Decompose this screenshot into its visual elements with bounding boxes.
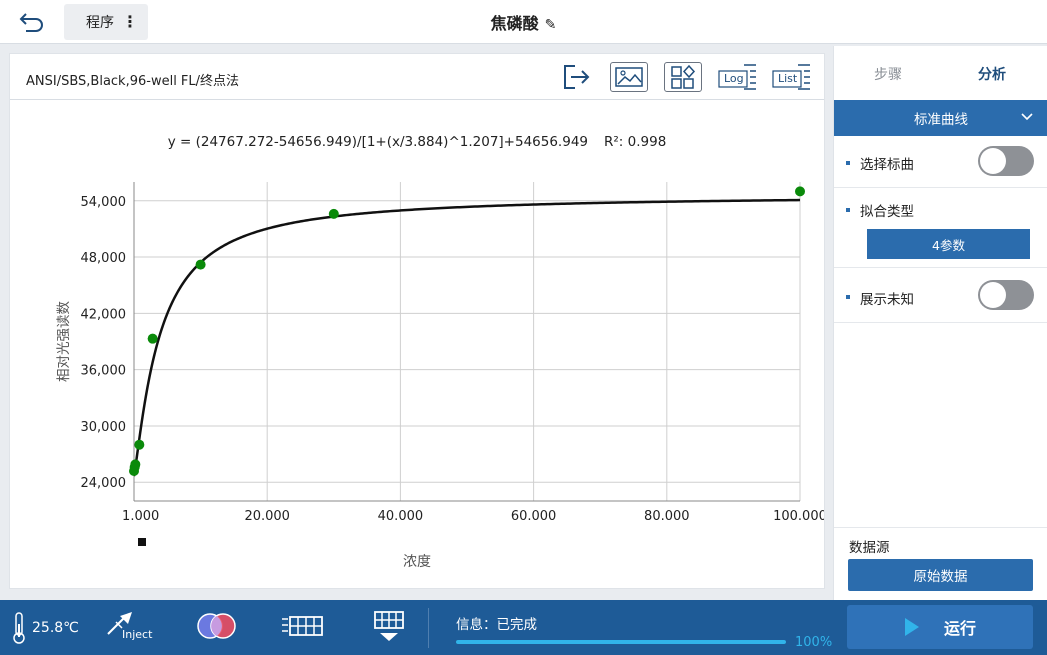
export-button[interactable]	[558, 62, 594, 92]
x-tick-label: 100.000	[773, 509, 824, 524]
progress-bar	[456, 640, 786, 644]
y-tick-label: 36,000	[81, 364, 127, 379]
x-tick-label: 20.000	[244, 509, 290, 524]
fit-type-label: 拟合类型	[860, 204, 914, 220]
standard-curve-chart: 1.000 20.000 40.000 60.000 80.000 100.000 24,0…	[56, 182, 824, 570]
analysis-type-dropdown[interactable]: 标准曲线	[834, 100, 1047, 136]
toggle-knob	[980, 148, 1006, 174]
temperature-display: 25.8℃	[12, 612, 79, 644]
undo-arrow-icon	[19, 13, 43, 32]
progress-fill	[456, 640, 786, 644]
plate-info: ANSI/SBS,Black,96-well FL/终点法	[26, 74, 240, 89]
y-tick-label: 54,000	[81, 195, 127, 210]
list-view-button[interactable]: List	[770, 62, 812, 92]
chart-card: ANSI/SBS,Black,96-well FL/终点法	[9, 53, 825, 589]
data-point	[130, 459, 141, 470]
image-icon	[615, 67, 643, 87]
y-tick-label: 42,000	[81, 307, 127, 322]
data-point	[795, 186, 805, 197]
program-menu-button[interactable]: 程序 ⋮	[64, 4, 148, 40]
divider	[834, 527, 1047, 528]
bullet-icon	[846, 161, 850, 165]
syringe-icon	[107, 612, 132, 635]
select-curve-toggle[interactable]	[978, 146, 1034, 176]
divider	[428, 608, 429, 648]
equation-text: y = (24767.272-54656.949)/[1+(x/3.884)^1…	[167, 134, 588, 150]
fit-type-row: 拟合类型	[834, 188, 1047, 268]
legend-marker	[138, 538, 146, 546]
bullet-icon	[846, 295, 850, 299]
progress-percent: 100%	[795, 635, 833, 650]
x-tick-label: 40.000	[378, 509, 424, 524]
x-tick-label: 60.000	[511, 509, 557, 524]
y-tick-label: 30,000	[81, 420, 127, 435]
r-squared: R²: 0.998	[604, 134, 667, 150]
tab-steps[interactable]: 步骤	[874, 67, 902, 83]
layout-button[interactable]	[664, 62, 702, 92]
fit-type-button[interactable]: 4参数	[867, 229, 1030, 259]
program-label: 程序	[86, 15, 114, 31]
title-area: 焦磷酸 ✎	[0, 10, 1047, 34]
select-curve-label: 选择标曲	[860, 157, 914, 173]
temperature-value: 25.8℃	[32, 620, 79, 636]
thermometer-icon	[13, 612, 25, 644]
chevron-down-icon	[1021, 113, 1033, 121]
select-curve-row: 选择标曲	[834, 138, 1047, 188]
right-panel: 步骤 分析 标准曲线 选择标曲 拟合类型 4参数 展示未知 数据源 原始数据	[833, 46, 1047, 600]
plate-grid-icon	[282, 616, 323, 636]
card-header: ANSI/SBS,Black,96-well FL/终点法	[10, 54, 824, 100]
show-unknown-toggle[interactable]	[978, 280, 1034, 310]
list-icon	[772, 64, 810, 90]
bullet-icon	[846, 208, 850, 212]
y-tick-label: 48,000	[81, 251, 127, 266]
page-title: 焦磷酸	[490, 14, 539, 33]
fit-curve-line	[132, 198, 801, 477]
fit-equation: y = (24767.272-54656.949)/[1+(x/3.884)^1…	[10, 134, 824, 150]
data-point	[328, 208, 339, 219]
x-tick-label: 1.000	[122, 509, 159, 524]
filter-button[interactable]	[196, 612, 238, 644]
toggle-knob	[980, 282, 1006, 308]
bottom-bar: 25.8℃ Inject 信息：已完成 100%	[0, 600, 1047, 655]
data-source-label: 数据源	[849, 540, 890, 556]
export-icon	[564, 65, 590, 89]
edit-pencil-icon[interactable]: ✎	[544, 17, 557, 33]
data-source-button[interactable]: 原始数据	[848, 559, 1033, 591]
plate-eject-icon	[374, 611, 404, 641]
log-label: Log	[724, 72, 744, 85]
layout-icon	[671, 64, 696, 89]
show-unknown-row: 展示未知	[834, 268, 1047, 323]
plate-layout-button[interactable]	[280, 615, 324, 643]
color-filter-icon	[197, 613, 236, 639]
list-label: List	[778, 72, 798, 85]
inject-label: Inject	[122, 628, 153, 641]
x-tick-label: 80.000	[644, 509, 690, 524]
log-list-icon	[718, 64, 756, 90]
play-icon	[904, 618, 919, 636]
run-button[interactable]: 运行	[847, 605, 1033, 649]
top-bar: 程序 ⋮ 焦磷酸 ✎	[0, 0, 1047, 44]
data-point	[147, 333, 158, 344]
y-axis-label: 相对光强读数	[56, 301, 72, 382]
y-tick-label: 24,000	[81, 476, 127, 491]
image-view-button[interactable]	[610, 62, 648, 92]
inject-button[interactable]	[104, 610, 138, 640]
status-info: 信息：已完成	[456, 617, 537, 633]
panel-tabs: 步骤 分析	[834, 46, 1047, 98]
data-point	[134, 439, 145, 450]
x-axis-label: 浓度	[403, 554, 431, 570]
dropdown-value: 标准曲线	[914, 112, 968, 128]
log-scale-button[interactable]: Log	[716, 62, 758, 92]
show-unknown-label: 展示未知	[860, 292, 914, 308]
tab-analysis[interactable]: 分析	[978, 67, 1006, 83]
kebab-menu-icon: ⋮	[122, 12, 138, 31]
run-label: 运行	[943, 619, 976, 638]
data-point	[195, 259, 206, 270]
back-button[interactable]	[14, 8, 50, 36]
plate-eject-button[interactable]	[372, 609, 406, 647]
